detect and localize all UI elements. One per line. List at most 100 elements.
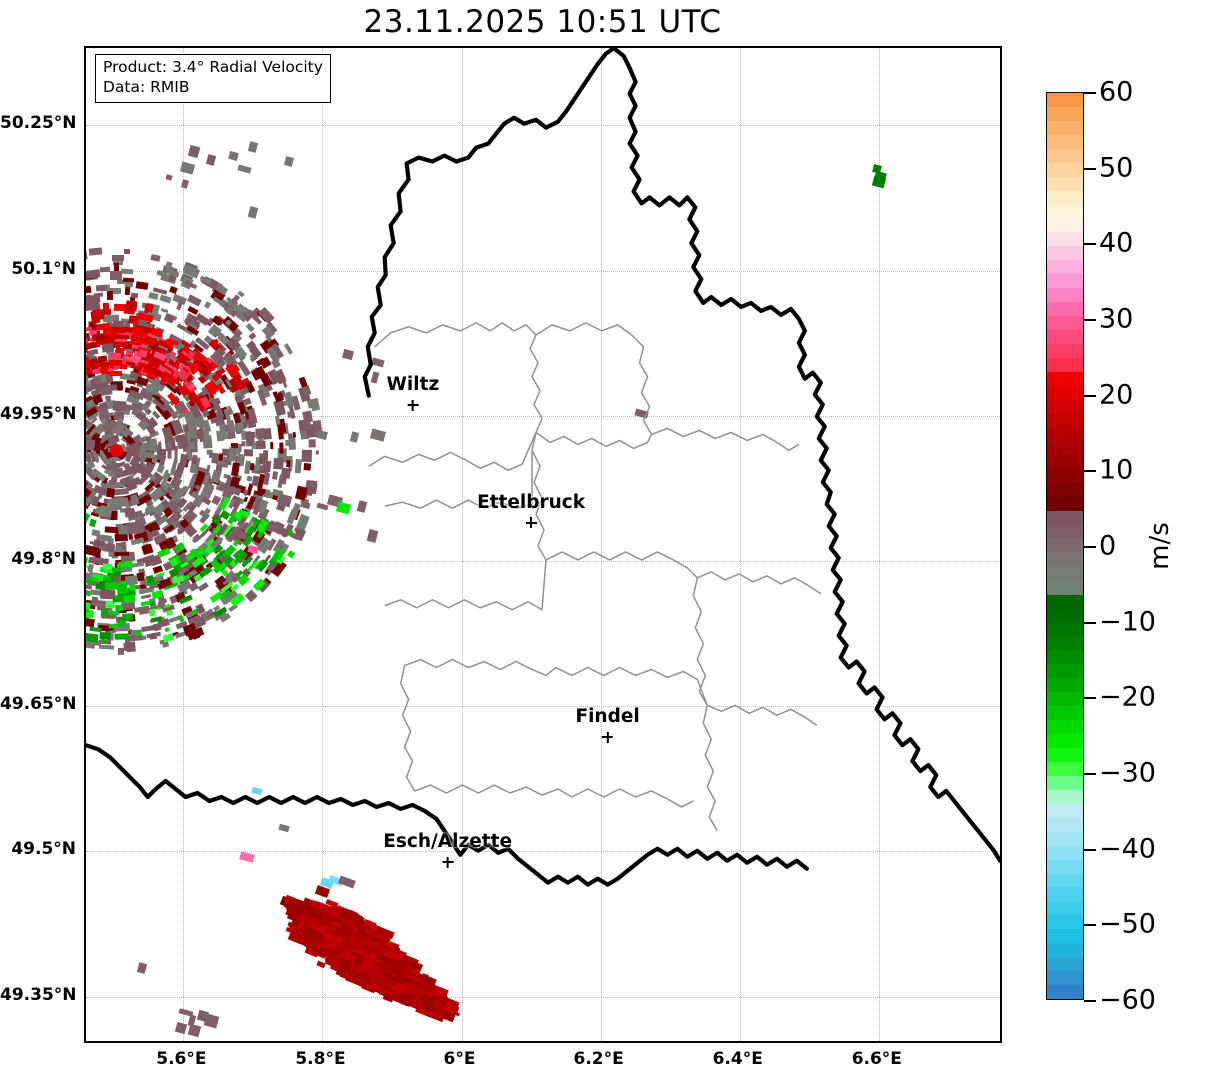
colorbar-segment (1047, 148, 1083, 163)
colorbar-tick-label: 50 (1099, 152, 1134, 184)
colorbar-segment (1047, 901, 1083, 916)
colorbar-segment (1047, 859, 1083, 874)
gridline-horizontal (86, 706, 1000, 708)
gridline-horizontal (86, 270, 1000, 272)
colorbar-tick-label: −30 (1099, 757, 1156, 789)
colorbar-tick-label: 0 (1099, 530, 1117, 562)
city-name: Findel (575, 706, 640, 728)
page-title: 23.11.2025 10:51 UTC (363, 4, 722, 40)
colorbar-segment (1047, 441, 1083, 456)
city-label-esch-alzette: Esch/Alzette (383, 833, 512, 868)
colorbar-segment (1047, 357, 1083, 372)
colorbar-segment (1047, 218, 1083, 233)
colorbar-segment (1047, 817, 1083, 832)
colorbar-tick-mark (1084, 394, 1096, 397)
gridline-vertical (739, 48, 741, 1041)
gridline-horizontal (86, 851, 1000, 853)
colorbar-segment (1047, 664, 1083, 679)
colorbar-segment (1047, 803, 1083, 818)
colorbar-segment (1047, 399, 1083, 414)
colorbar-tick-mark (1084, 243, 1096, 246)
colorbar-segment (1047, 302, 1083, 316)
colorbar-tick-mark (1084, 697, 1096, 700)
colorbar-segment (1047, 608, 1083, 623)
x-tick-label: 5.6°E (156, 1049, 207, 1069)
colorbar-segment (1047, 246, 1083, 261)
colorbar-segment (1047, 845, 1083, 860)
colorbar-segment (1047, 483, 1083, 498)
colorbar-segment (1047, 260, 1083, 275)
colorbar-segment (1047, 636, 1083, 651)
colorbar-segment (1047, 162, 1083, 177)
city-marker-cross-icon (407, 399, 419, 411)
gridline-vertical (878, 48, 880, 1041)
colorbar-tick-label: 10 (1099, 454, 1134, 486)
colorbar-tick-mark (1084, 1000, 1096, 1002)
colorbar-segment (1047, 552, 1083, 567)
colorbar-segment (1047, 622, 1083, 637)
colorbar-title: m/s (1145, 522, 1175, 570)
colorbar-segment (1047, 692, 1083, 707)
city-label-ettelbruck: Ettelbruck (477, 493, 585, 529)
map-plot-area: Product: 3.4° Radial Velocity Data: RMIB… (84, 46, 1002, 1043)
colorbar-segment (1047, 748, 1083, 762)
gridline-horizontal (86, 996, 1000, 998)
colorbar-segment (1047, 511, 1083, 526)
colorbar-segment (1047, 413, 1083, 428)
colorbar-tick-label: −50 (1099, 908, 1156, 940)
colorbar-segment (1047, 455, 1083, 470)
city-label-wiltz: Wiltz (387, 376, 439, 411)
colorbar-tick-mark (1084, 92, 1096, 94)
colorbar-tick-label: −40 (1099, 833, 1156, 865)
colorbar-segment (1047, 943, 1083, 958)
colorbar-tick-mark (1084, 319, 1096, 321)
colorbar-segment (1047, 762, 1083, 776)
gridline-vertical (322, 48, 324, 1041)
colorbar-segment (1047, 971, 1083, 985)
y-tick-label: 49.95°N (0, 403, 77, 424)
colorbar-tick-mark (1084, 924, 1096, 927)
x-tick-label: 6°E (443, 1049, 476, 1069)
colorbar-segment (1047, 706, 1083, 721)
gridline-horizontal (86, 415, 1000, 417)
product-info-box: Product: 3.4° Radial Velocity Data: RMIB (95, 54, 331, 103)
colorbar-tick-label: 20 (1099, 379, 1134, 411)
colorbar-segment (1047, 985, 1083, 999)
colorbar-tick-label: −60 (1099, 984, 1156, 1016)
colorbar-segment (1047, 873, 1083, 888)
colorbar-segment (1047, 594, 1083, 609)
colorbar-segment (1047, 525, 1083, 539)
colorbar-segment (1047, 371, 1083, 386)
radar-site-marker (110, 444, 124, 458)
colorbar-tick-mark (1084, 621, 1096, 624)
colorbar-tick-label: 30 (1099, 303, 1134, 335)
colorbar-tick-mark (1084, 546, 1096, 548)
map-canvas: Product: 3.4° Radial Velocity Data: RMIB… (86, 48, 1000, 1041)
colorbar-segment (1047, 650, 1083, 665)
colorbar-segment (1047, 204, 1083, 219)
colorbar-tick-mark (1084, 773, 1096, 775)
colorbar-segment (1047, 775, 1083, 790)
national-border-southwest (86, 743, 809, 887)
colorbar-tick-label: −20 (1099, 681, 1156, 713)
colorbar-segment (1047, 469, 1083, 484)
map-boundaries (86, 48, 1000, 887)
city-label-findel: Findel (575, 706, 640, 743)
gridline-vertical (461, 48, 463, 1041)
colorbar-segment (1047, 789, 1083, 804)
colorbar-segment (1047, 887, 1083, 902)
colorbar-segment (1047, 232, 1083, 247)
colorbar-tick-mark (1084, 167, 1096, 170)
colorbar-segment (1047, 539, 1083, 553)
city-name: Esch/Alzette (383, 831, 513, 853)
colorbar-segment (1047, 316, 1083, 330)
gridline-vertical (183, 48, 185, 1041)
colorbar-segment (1047, 385, 1083, 400)
colorbar-segment (1047, 957, 1083, 972)
colorbar-segment (1047, 93, 1083, 107)
colorbar-segment (1047, 329, 1083, 344)
colorbar-tick-mark (1084, 848, 1096, 851)
data-source-label: Data: RMIB (103, 77, 190, 96)
city-marker-cross-icon (602, 731, 614, 743)
colorbar (1046, 92, 1084, 1000)
